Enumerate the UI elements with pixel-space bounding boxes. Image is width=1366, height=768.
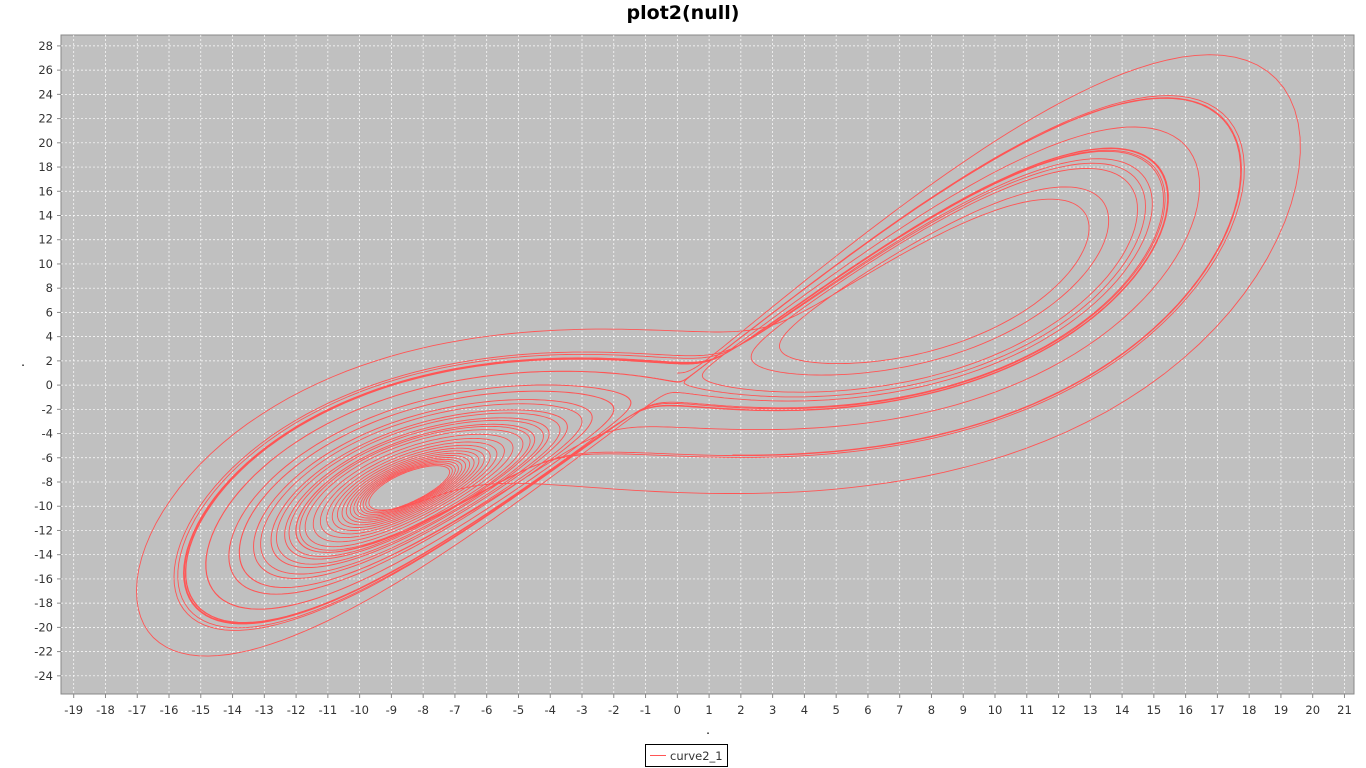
series-group [136,54,1301,657]
x-tick-label: 6 [864,703,871,717]
x-tick-label: 18 [1242,703,1257,717]
y-tick-label: -16 [34,572,53,586]
y-tick-label: 22 [38,112,53,126]
x-tick-label: 17 [1210,703,1225,717]
legend-swatch [650,755,666,756]
chart-title: plot2(null) [626,2,740,24]
x-tick-label: 10 [988,703,1003,717]
y-tick-label: -2 [42,402,53,416]
series-line-curve2_1 [136,54,1301,657]
x-tick-label: -7 [449,703,460,717]
x-tick-label: 21 [1337,703,1352,717]
x-axis-label: . [706,723,710,737]
x-tick-label: 20 [1305,703,1320,717]
y-axis-ticks: 2826242220181614121086420-2-4-6-8-10-12-… [34,39,61,683]
y-tick-label: 18 [38,160,53,174]
y-tick-label: 20 [38,136,53,150]
y-tick-label: -20 [34,620,53,634]
y-tick-label: -6 [42,451,53,465]
x-tick-label: 1 [705,703,712,717]
y-tick-label: -14 [34,548,53,562]
x-tick-label: 13 [1083,703,1098,717]
x-tick-label: 2 [737,703,744,717]
y-tick-label: -22 [34,645,53,659]
x-tick-label: -15 [191,703,210,717]
x-tick-label: -12 [287,703,306,717]
y-tick-label: -12 [34,523,53,537]
y-tick-label: 26 [38,63,53,77]
x-tick-label: -11 [318,703,337,717]
grid-lines [61,35,1354,694]
x-axis-ticks: -19 -18 -17 -16 -15 -14 -13 -12 -11 -10 -9 -8 -7 -6 -5… [64,694,1352,717]
x-tick-label: -5 [513,703,524,717]
y-axis-label: . [21,355,25,369]
x-tick-label: -9 [386,703,397,717]
y-tick-label: 16 [38,184,53,198]
x-tick-label: 9 [960,703,967,717]
x-tick-label: 7 [896,703,903,717]
y-tick-label: -10 [34,499,53,513]
x-tick-label: 15 [1147,703,1162,717]
y-tick-label: 12 [38,233,53,247]
x-tick-label: 4 [801,703,808,717]
x-tick-label: 5 [833,703,840,717]
plot-area [60,34,1355,695]
x-tick-label: -16 [160,703,179,717]
y-tick-label: -24 [34,669,53,683]
x-tick-label: -17 [128,703,147,717]
x-tick-label: 0 [674,703,681,717]
y-tick-label: 28 [38,39,53,53]
x-tick-label: -13 [255,703,274,717]
x-tick-label: 12 [1051,703,1066,717]
x-tick-label: -1 [640,703,651,717]
y-tick-label: 8 [46,281,53,295]
y-tick-label: 0 [46,378,53,392]
x-tick-label: -2 [608,703,619,717]
x-tick-label: -3 [576,703,587,717]
x-tick-label: -6 [481,703,492,717]
y-tick-label: -18 [34,596,53,610]
x-tick-label: -8 [417,703,428,717]
y-tick-label: -8 [42,475,53,489]
x-tick-label: -4 [545,703,556,717]
x-tick-label: -18 [96,703,115,717]
x-tick-label: 8 [928,703,935,717]
legend: curve2_1 [645,744,728,767]
x-tick-label: -10 [350,703,369,717]
legend-label: curve2_1 [670,748,723,763]
y-tick-label: 6 [46,305,53,319]
x-tick-label: 3 [769,703,776,717]
x-tick-label: 19 [1274,703,1289,717]
x-tick-label: -19 [64,703,83,717]
y-tick-label: 2 [46,354,53,368]
y-tick-label: 24 [38,87,53,101]
y-tick-label: 10 [38,257,53,271]
y-tick-label: 14 [38,208,53,222]
x-tick-label: 16 [1178,703,1193,717]
x-tick-label: -14 [223,703,242,717]
x-tick-label: 11 [1019,703,1034,717]
x-tick-label: 14 [1115,703,1130,717]
y-tick-label: 4 [46,330,53,344]
y-tick-label: -4 [42,427,53,441]
